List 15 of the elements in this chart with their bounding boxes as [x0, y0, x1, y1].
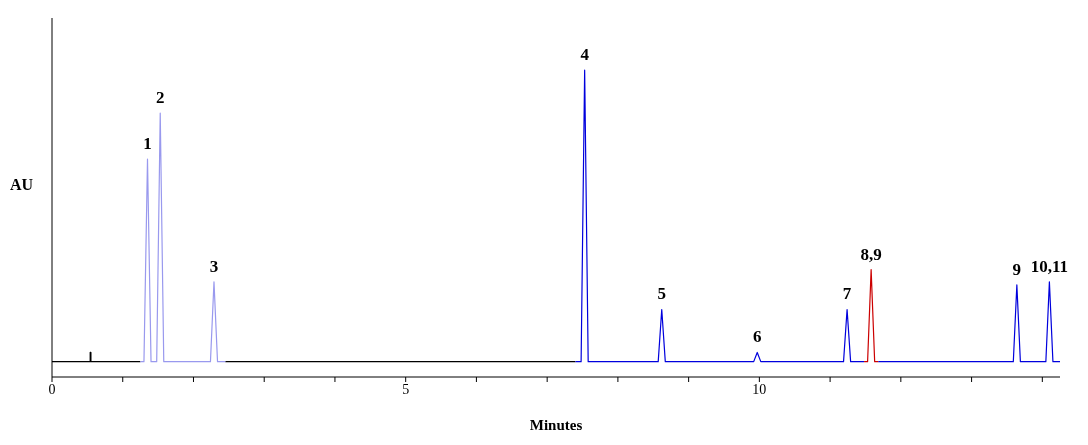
annotation: 8,9 [860, 244, 882, 264]
annotation: 5 [657, 284, 666, 304]
annotation: 7 [842, 284, 852, 304]
x-axis-title: Minutes [529, 416, 583, 433]
annotation: 9 [1012, 259, 1022, 279]
annotation: 1 [143, 134, 152, 154]
x-tick-label: 10 [752, 381, 767, 397]
y-axis-title: AU [10, 176, 34, 194]
annotation: 4 [580, 45, 590, 65]
x-tick-label: 5 [402, 381, 410, 397]
annotation: 6 [753, 327, 762, 347]
annotation: 3 [209, 256, 219, 276]
annotation: 10,11 [1030, 256, 1069, 276]
annotation: 2 [155, 88, 165, 108]
x-tick-label: 0 [48, 381, 56, 397]
